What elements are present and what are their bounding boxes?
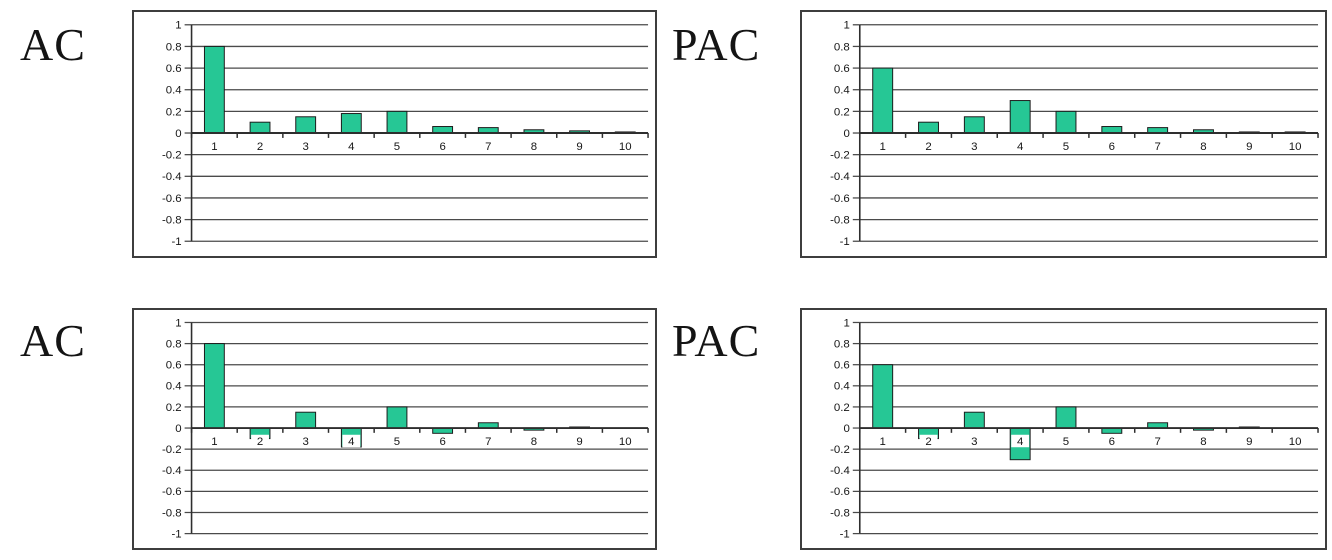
svg-text:5: 5 <box>394 141 400 153</box>
svg-text:-0.2: -0.2 <box>830 444 850 456</box>
svg-text:8: 8 <box>531 141 537 153</box>
svg-text:7: 7 <box>485 141 491 153</box>
svg-text:0: 0 <box>843 128 849 140</box>
svg-text:1: 1 <box>175 317 181 329</box>
svg-text:0.4: 0.4 <box>166 381 182 393</box>
pac-correlogram-top: 1 0.8 0.6 0.4 0.2 0 -0.2 -0.4 -0.6 -0.8 -1 1 2 3 4 5 6 7 8… <box>800 10 1327 258</box>
svg-text:2: 2 <box>257 436 263 448</box>
svg-text:4: 4 <box>348 436 354 448</box>
svg-text:-1: -1 <box>840 236 850 248</box>
svg-text:1: 1 <box>211 141 217 153</box>
svg-text:-0.4: -0.4 <box>830 171 850 183</box>
svg-text:7: 7 <box>485 436 491 448</box>
svg-text:9: 9 <box>576 436 582 448</box>
svg-text:-0.2: -0.2 <box>162 150 182 162</box>
chart-title-pac-bottom: PAC <box>672 315 761 366</box>
svg-text:5: 5 <box>394 436 400 448</box>
svg-text:-0.8: -0.8 <box>162 215 182 227</box>
svg-text:0.4: 0.4 <box>166 85 182 97</box>
svg-text:1: 1 <box>211 436 217 448</box>
svg-text:1: 1 <box>880 436 886 448</box>
svg-text:-0.6: -0.6 <box>830 193 850 205</box>
pac-correlogram-top-svg: 1 0.8 0.6 0.4 0.2 0 -0.2 -0.4 -0.6 -0.8 -1 1 2 3 4 5 6 7 8… <box>830 20 1319 248</box>
svg-text:0.8: 0.8 <box>834 339 850 351</box>
ac-correlogram-bottom-svg: 1 0.8 0.6 0.4 0.2 0 -0.2 -0.4 -0.6 -0.8 -1 1 2 3 4 5 6 7 8… <box>162 317 649 541</box>
svg-text:-1: -1 <box>171 529 181 541</box>
svg-text:6: 6 <box>439 436 445 448</box>
ac-correlogram-top: 1 0.8 0.6 0.4 0.2 0 -0.2 -0.4 -0.6 -0.8 -1 1 2 3 4 5 6 7 8… <box>132 10 657 258</box>
svg-text:1: 1 <box>175 20 181 32</box>
svg-text:6: 6 <box>1109 141 1115 153</box>
svg-text:0: 0 <box>843 423 849 435</box>
svg-text:10: 10 <box>619 436 632 448</box>
svg-text:4: 4 <box>1017 436 1023 448</box>
svg-text:3: 3 <box>971 436 977 448</box>
svg-text:8: 8 <box>1200 141 1206 153</box>
svg-text:5: 5 <box>1063 141 1069 153</box>
svg-text:0.2: 0.2 <box>834 402 850 414</box>
svg-text:8: 8 <box>531 436 537 448</box>
svg-text:0: 0 <box>175 423 181 435</box>
pac-correlogram-bottom: 1 0.8 0.6 0.4 0.2 0 -0.2 -0.4 -0.6 -0.8 -1 1 2 3 4 5 6 7 8… <box>800 308 1327 550</box>
svg-text:4: 4 <box>348 141 354 153</box>
svg-text:10: 10 <box>619 141 632 153</box>
svg-text:1: 1 <box>843 317 849 329</box>
svg-text:-0.2: -0.2 <box>830 150 850 162</box>
svg-text:0.2: 0.2 <box>166 402 182 414</box>
svg-text:2: 2 <box>925 436 931 448</box>
svg-text:-0.8: -0.8 <box>830 215 850 227</box>
svg-text:9: 9 <box>1246 141 1252 153</box>
svg-text:7: 7 <box>1154 141 1160 153</box>
svg-text:-0.4: -0.4 <box>162 171 182 183</box>
svg-text:-0.2: -0.2 <box>162 444 182 456</box>
svg-text:-0.6: -0.6 <box>162 193 182 205</box>
svg-text:0.4: 0.4 <box>834 85 850 97</box>
svg-text:-0.8: -0.8 <box>830 508 850 520</box>
chart-title-ac-top: AC <box>20 19 86 70</box>
svg-text:5: 5 <box>1063 436 1069 448</box>
svg-text:1: 1 <box>843 20 849 32</box>
svg-text:-1: -1 <box>840 529 850 541</box>
svg-text:1: 1 <box>880 141 886 153</box>
svg-text:-0.4: -0.4 <box>830 465 850 477</box>
ac-correlogram-bottom: 1 0.8 0.6 0.4 0.2 0 -0.2 -0.4 -0.6 -0.8 -1 1 2 3 4 5 6 7 8… <box>132 308 657 550</box>
svg-text:0.8: 0.8 <box>166 41 182 53</box>
chart-title-ac-bottom: AC <box>20 315 86 366</box>
svg-text:0.8: 0.8 <box>166 339 182 351</box>
ac-correlogram-top-svg: 1 0.8 0.6 0.4 0.2 0 -0.2 -0.4 -0.6 -0.8 -1 1 2 3 4 5 6 7 8… <box>162 20 649 248</box>
svg-text:10: 10 <box>1289 141 1302 153</box>
svg-text:3: 3 <box>303 141 309 153</box>
svg-text:3: 3 <box>303 436 309 448</box>
svg-text:8: 8 <box>1200 436 1206 448</box>
svg-text:-0.4: -0.4 <box>162 465 182 477</box>
svg-text:0.8: 0.8 <box>834 41 850 53</box>
svg-text:9: 9 <box>576 141 582 153</box>
svg-text:10: 10 <box>1289 436 1302 448</box>
svg-text:6: 6 <box>439 141 445 153</box>
svg-text:0.6: 0.6 <box>834 63 850 75</box>
svg-text:-0.8: -0.8 <box>162 507 182 519</box>
svg-text:9: 9 <box>1246 436 1252 448</box>
svg-text:-0.6: -0.6 <box>162 486 182 498</box>
svg-text:-1: -1 <box>171 236 181 248</box>
svg-text:0.6: 0.6 <box>166 360 182 372</box>
svg-text:0.4: 0.4 <box>834 381 850 393</box>
svg-text:7: 7 <box>1154 436 1160 448</box>
svg-text:0.6: 0.6 <box>166 63 182 75</box>
svg-text:6: 6 <box>1109 436 1115 448</box>
pac-correlogram-bottom-svg: 1 0.8 0.6 0.4 0.2 0 -0.2 -0.4 -0.6 -0.8 -1 1 2 3 4 5 6 7 8… <box>830 317 1319 541</box>
svg-text:0.6: 0.6 <box>834 360 850 372</box>
svg-text:3: 3 <box>971 141 977 153</box>
svg-text:2: 2 <box>925 141 931 153</box>
svg-text:0: 0 <box>175 128 181 140</box>
svg-text:4: 4 <box>1017 141 1023 153</box>
svg-text:0.2: 0.2 <box>834 106 850 118</box>
svg-text:0.2: 0.2 <box>166 106 182 118</box>
svg-text:-0.6: -0.6 <box>830 486 850 498</box>
chart-title-pac-top: PAC <box>672 19 761 70</box>
svg-text:2: 2 <box>257 141 263 153</box>
